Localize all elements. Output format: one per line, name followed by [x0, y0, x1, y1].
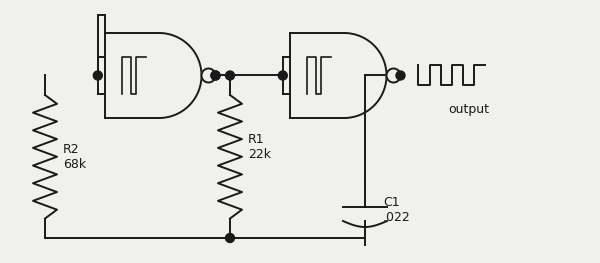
Circle shape	[278, 71, 287, 80]
Circle shape	[211, 71, 220, 80]
Circle shape	[226, 71, 235, 80]
Circle shape	[202, 68, 215, 83]
Text: output: output	[448, 104, 489, 117]
Circle shape	[226, 234, 235, 242]
Text: R2
68k: R2 68k	[63, 143, 86, 171]
Circle shape	[211, 71, 220, 80]
Circle shape	[396, 71, 405, 80]
Circle shape	[94, 71, 102, 80]
Text: C1
.022: C1 .022	[383, 196, 411, 225]
Circle shape	[386, 68, 401, 83]
Text: R1
22k: R1 22k	[248, 133, 271, 161]
